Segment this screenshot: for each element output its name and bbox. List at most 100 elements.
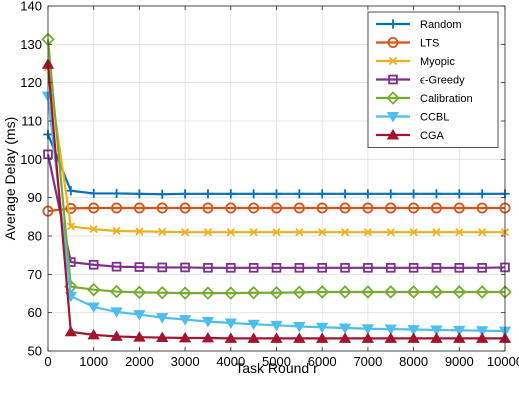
data-point-marker bbox=[452, 285, 467, 299]
data-point-marker bbox=[475, 285, 489, 299]
data-point-marker bbox=[203, 228, 213, 237]
legend-label: Random bbox=[420, 19, 462, 31]
x-tick-label: 10000 bbox=[487, 354, 519, 369]
data-point-marker bbox=[386, 112, 400, 123]
data-point-marker bbox=[407, 325, 420, 336]
axis-ticks: 0 1000 2000 3000 4000 5000 6000 7000 8000 9000 100… bbox=[20, 0, 519, 369]
data-point-marker bbox=[454, 263, 465, 273]
data-point-marker bbox=[338, 323, 352, 335]
data-point-marker bbox=[384, 332, 397, 343]
data-point-marker bbox=[64, 325, 78, 337]
x-axis-title: Task Round r bbox=[235, 360, 318, 376]
legend-item-ccbl: CCBL bbox=[376, 112, 449, 124]
legend-label: LTS bbox=[420, 38, 439, 50]
data-point-marker bbox=[340, 263, 350, 273]
data-point-marker bbox=[292, 285, 307, 300]
data-point-marker bbox=[388, 74, 398, 85]
data-point-marker bbox=[87, 328, 100, 340]
data-point-marker bbox=[316, 202, 328, 214]
x-tick-label: 3000 bbox=[171, 354, 200, 369]
data-point-marker bbox=[89, 225, 98, 234]
data-point-marker bbox=[156, 313, 169, 324]
x-tick-label: 6000 bbox=[308, 354, 337, 369]
x-tick-label: 1000 bbox=[79, 354, 108, 369]
x-tick-label: 9000 bbox=[445, 354, 474, 369]
data-point-marker bbox=[201, 331, 215, 343]
data-point-marker bbox=[203, 263, 213, 273]
data-point-marker bbox=[475, 326, 489, 337]
data-point-marker bbox=[225, 263, 236, 273]
data-point-marker bbox=[318, 228, 327, 237]
data-point-marker bbox=[386, 128, 400, 140]
data-point-marker bbox=[293, 202, 305, 214]
data-point-marker bbox=[178, 315, 192, 326]
data-point-marker bbox=[408, 202, 420, 214]
data-point-marker bbox=[478, 228, 487, 237]
series-cga bbox=[41, 58, 512, 343]
data-point-marker bbox=[89, 188, 99, 199]
legend-label: Myopic bbox=[420, 56, 455, 68]
data-point-marker bbox=[271, 263, 282, 273]
data-point-marker bbox=[88, 259, 99, 270]
data-point-marker bbox=[246, 285, 261, 300]
data-point-marker bbox=[111, 188, 122, 199]
data-point-marker bbox=[224, 286, 238, 300]
data-point-marker bbox=[226, 228, 235, 237]
data-point-marker bbox=[476, 202, 488, 214]
data-point-marker bbox=[362, 202, 374, 214]
data-point-marker bbox=[224, 318, 237, 330]
data-point-marker bbox=[157, 189, 167, 199]
data-point-marker bbox=[340, 228, 350, 237]
data-point-marker bbox=[339, 202, 351, 214]
series-line bbox=[46, 154, 506, 269]
data-point-marker bbox=[316, 322, 329, 334]
y-tick-label: 60 bbox=[28, 305, 42, 320]
data-point-marker bbox=[386, 189, 396, 199]
data-point-marker bbox=[294, 189, 304, 199]
data-point-marker bbox=[453, 325, 466, 337]
data-point-marker bbox=[340, 189, 350, 199]
data-point-marker bbox=[201, 317, 215, 328]
data-point-marker bbox=[408, 263, 419, 273]
data-point-marker bbox=[315, 285, 329, 299]
data-point-marker bbox=[179, 202, 191, 214]
data-point-marker bbox=[132, 285, 147, 300]
data-point-marker bbox=[295, 228, 304, 237]
y-axis-title: Average Delay (ms) bbox=[2, 117, 18, 240]
x-tick-label: 8000 bbox=[399, 354, 428, 369]
data-point-marker bbox=[178, 331, 192, 343]
data-point-marker bbox=[361, 332, 375, 343]
y-tick-label: 130 bbox=[20, 37, 42, 52]
data-point-marker bbox=[270, 320, 283, 332]
data-point-marker bbox=[477, 189, 487, 199]
data-point-marker bbox=[453, 202, 465, 214]
data-point-marker bbox=[409, 189, 419, 199]
data-point-marker bbox=[88, 202, 100, 214]
data-point-marker bbox=[361, 324, 375, 335]
data-point-marker bbox=[272, 228, 281, 237]
y-tick-label: 120 bbox=[20, 75, 42, 90]
data-point-marker bbox=[66, 186, 76, 196]
legend-item-lts: LTS bbox=[376, 37, 439, 50]
data-point-marker bbox=[249, 228, 258, 237]
data-point-marker bbox=[386, 91, 400, 105]
y-tick-label: 70 bbox=[28, 267, 42, 282]
legend-label: CCBL bbox=[420, 112, 449, 124]
data-point-marker bbox=[316, 332, 329, 343]
data-point-marker bbox=[430, 332, 443, 343]
data-point-marker bbox=[111, 202, 123, 214]
data-point-marker bbox=[271, 189, 282, 199]
x-tick-label: 5000 bbox=[262, 354, 291, 369]
data-point-marker bbox=[109, 284, 124, 299]
data-point-marker bbox=[202, 202, 214, 214]
data-point-marker bbox=[248, 263, 259, 273]
data-point-marker bbox=[110, 307, 123, 318]
series-ccbl bbox=[41, 91, 512, 338]
data-point-marker bbox=[155, 285, 170, 300]
data-point-marker bbox=[385, 202, 397, 214]
data-point-marker bbox=[112, 226, 121, 236]
data-point-marker bbox=[338, 285, 352, 299]
y-tick-label: 100 bbox=[20, 152, 42, 167]
data-point-marker bbox=[385, 263, 396, 273]
